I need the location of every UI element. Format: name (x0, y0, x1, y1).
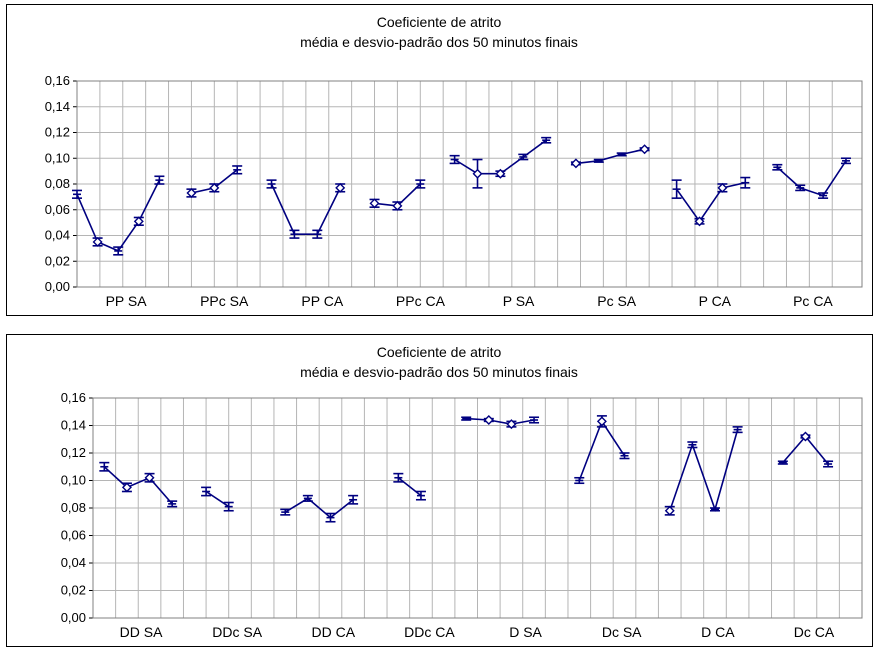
data-point (92, 236, 103, 247)
data-point (209, 182, 220, 193)
series-line (284, 497, 354, 519)
x-tick-label: PPc CA (396, 293, 446, 309)
y-tick-label: 0,16 (45, 73, 70, 88)
chart-title: Coeficiente de atrito (377, 344, 502, 360)
series-line (205, 490, 230, 508)
x-tick-label: PPc SA (200, 293, 249, 309)
y-tick-label: 0,08 (45, 176, 70, 191)
plot-area: 0,00 0,02 0,04 0,06 0,08 0,10 0,12 0,14 0,16 DD S… (61, 390, 863, 640)
chart-bottom-svg: Coeficiente de atrito média e desvio-pad… (61, 344, 863, 640)
y-tick-label: 0,00 (45, 279, 70, 294)
x-tick-label: P CA (699, 293, 732, 309)
x-tick-label: Pc CA (793, 293, 833, 309)
x-tick-label: PP SA (106, 293, 148, 309)
x-tick-label: Pc SA (597, 293, 637, 309)
x-tick-label: DDc SA (212, 624, 262, 640)
x-tick-label: D CA (701, 624, 735, 640)
data-point (664, 505, 675, 516)
y-tick-label: 0,10 (61, 473, 86, 488)
series-line (575, 148, 645, 165)
series-line (466, 417, 535, 425)
data-point (506, 419, 517, 430)
plot-area: 0,00 0,02 0,04 0,06 0,08 0,10 0,12 0,14 0,16 PP S… (45, 73, 863, 309)
y-tick-label: 0,12 (45, 125, 70, 140)
y-tick-label: 0,00 (61, 610, 86, 625)
series-line (776, 160, 847, 197)
chart-top-svg: Coeficiente de atrito média e desvio-pad… (45, 14, 863, 309)
data-point (392, 200, 403, 211)
data-point (144, 472, 155, 483)
data-point (694, 216, 705, 227)
data-point (495, 168, 506, 179)
y-tick-label: 0,14 (61, 418, 86, 433)
chart-panel-top: Coeficiente de atrito média e desvio-pad… (6, 4, 873, 316)
y-tick-label: 0,06 (45, 202, 70, 217)
chart-subtitle: média e desvio-padrão dos 50 minutos fin… (300, 34, 578, 50)
series-line (669, 429, 739, 513)
data-point (639, 144, 650, 155)
data-point (121, 482, 132, 493)
chart-panel-bottom: Coeficiente de atrito média e desvio-pad… (6, 334, 873, 647)
y-tick-label: 0,06 (61, 528, 86, 543)
y-tick-label: 0,16 (61, 390, 86, 405)
x-tick-label: DD SA (120, 624, 163, 640)
x-tick-label: D SA (509, 624, 542, 640)
x-tick-label: Dc CA (794, 624, 835, 640)
data-point (335, 182, 346, 193)
y-tick-label: 0,02 (61, 583, 86, 598)
data-point (800, 431, 811, 442)
y-tick-label: 0,08 (61, 500, 86, 515)
plot-frame (92, 397, 863, 619)
series-line (675, 181, 746, 223)
data-point (717, 182, 728, 193)
x-tick-label: P SA (503, 293, 535, 309)
series-line (397, 477, 422, 497)
data-point (133, 216, 144, 227)
x-tick-label: Dc SA (602, 624, 642, 640)
data-point (570, 158, 581, 169)
y-tick-label: 0,04 (45, 228, 70, 243)
chart-subtitle: média e desvio-padrão dos 50 minutos fin… (300, 364, 578, 380)
y-tick-label: 0,12 (61, 445, 86, 460)
series-line (103, 466, 173, 505)
y-tick-label: 0,04 (61, 555, 86, 570)
y-tick-label: 0,02 (45, 253, 70, 268)
data-point (472, 168, 483, 179)
data-point (483, 415, 494, 425)
x-tick-label: PP CA (301, 293, 343, 309)
chart-title: Coeficiente de atrito (377, 14, 502, 30)
y-tick-label: 0,14 (45, 99, 70, 114)
y-tick-label: 0,10 (45, 150, 70, 165)
x-tick-label: DDc CA (404, 624, 455, 640)
data-point (369, 198, 380, 209)
plot-frame (76, 80, 863, 288)
x-tick-label: DD CA (312, 624, 356, 640)
series-line (270, 183, 341, 235)
data-point (186, 188, 197, 199)
data-point (596, 416, 607, 427)
